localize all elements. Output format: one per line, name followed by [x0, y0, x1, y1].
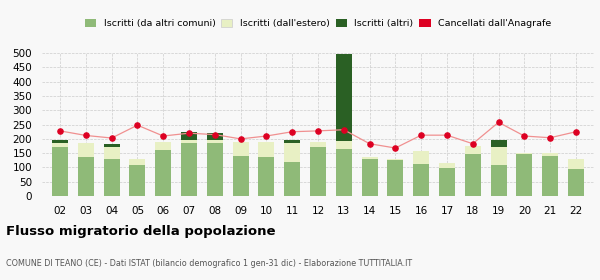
- Bar: [568, 169, 584, 196]
- Bar: [465, 146, 481, 154]
- Point: [416, 133, 426, 137]
- Point: [313, 129, 323, 133]
- Bar: [362, 159, 377, 196]
- Bar: [78, 143, 94, 157]
- Bar: [155, 150, 171, 196]
- Bar: [388, 160, 403, 196]
- Point: [184, 131, 194, 136]
- Bar: [130, 159, 145, 165]
- Bar: [78, 157, 94, 196]
- Bar: [568, 159, 584, 169]
- Bar: [233, 142, 248, 156]
- Point: [442, 133, 452, 137]
- Bar: [491, 147, 506, 165]
- Bar: [259, 157, 274, 196]
- Point: [55, 129, 65, 133]
- Bar: [155, 142, 171, 150]
- Bar: [130, 165, 145, 196]
- Bar: [284, 143, 300, 162]
- Bar: [233, 156, 248, 196]
- Point: [520, 134, 529, 138]
- Bar: [207, 133, 223, 140]
- Legend: Iscritti (da altri comuni), Iscritti (dall'estero), Iscritti (altri), Cancellati: Iscritti (da altri comuni), Iscritti (da…: [81, 15, 555, 32]
- Point: [339, 127, 349, 132]
- Point: [287, 129, 297, 134]
- Bar: [336, 149, 352, 196]
- Bar: [465, 154, 481, 196]
- Bar: [181, 143, 197, 196]
- Bar: [310, 142, 326, 148]
- Bar: [439, 168, 455, 196]
- Point: [365, 141, 374, 146]
- Bar: [413, 151, 429, 164]
- Text: COMUNE DI TEANO (CE) - Dati ISTAT (bilancio demografico 1 gen-31 dic) - Elaboraz: COMUNE DI TEANO (CE) - Dati ISTAT (bilan…: [6, 259, 412, 268]
- Bar: [517, 154, 532, 196]
- Point: [133, 123, 142, 127]
- Point: [236, 137, 245, 141]
- Point: [468, 141, 478, 146]
- Bar: [542, 153, 558, 156]
- Bar: [104, 148, 119, 159]
- Bar: [362, 157, 377, 159]
- Point: [571, 129, 581, 134]
- Bar: [413, 164, 429, 196]
- Bar: [207, 140, 223, 143]
- Bar: [310, 148, 326, 196]
- Text: Flusso migratorio della popolazione: Flusso migratorio della popolazione: [6, 225, 275, 238]
- Bar: [104, 159, 119, 196]
- Bar: [439, 163, 455, 168]
- Point: [158, 134, 168, 138]
- Bar: [259, 142, 274, 157]
- Bar: [336, 54, 352, 141]
- Bar: [181, 132, 197, 140]
- Bar: [388, 159, 403, 160]
- Bar: [52, 148, 68, 196]
- Bar: [336, 141, 352, 149]
- Bar: [491, 140, 506, 147]
- Bar: [52, 140, 68, 143]
- Point: [545, 136, 555, 140]
- Point: [107, 136, 116, 140]
- Bar: [104, 144, 119, 148]
- Point: [210, 132, 220, 137]
- Bar: [52, 143, 68, 148]
- Bar: [181, 140, 197, 143]
- Point: [391, 146, 400, 150]
- Bar: [517, 153, 532, 154]
- Bar: [491, 165, 506, 196]
- Bar: [284, 140, 300, 143]
- Bar: [284, 162, 300, 196]
- Point: [262, 134, 271, 138]
- Bar: [542, 156, 558, 196]
- Point: [81, 133, 91, 138]
- Point: [494, 120, 503, 125]
- Bar: [207, 143, 223, 196]
